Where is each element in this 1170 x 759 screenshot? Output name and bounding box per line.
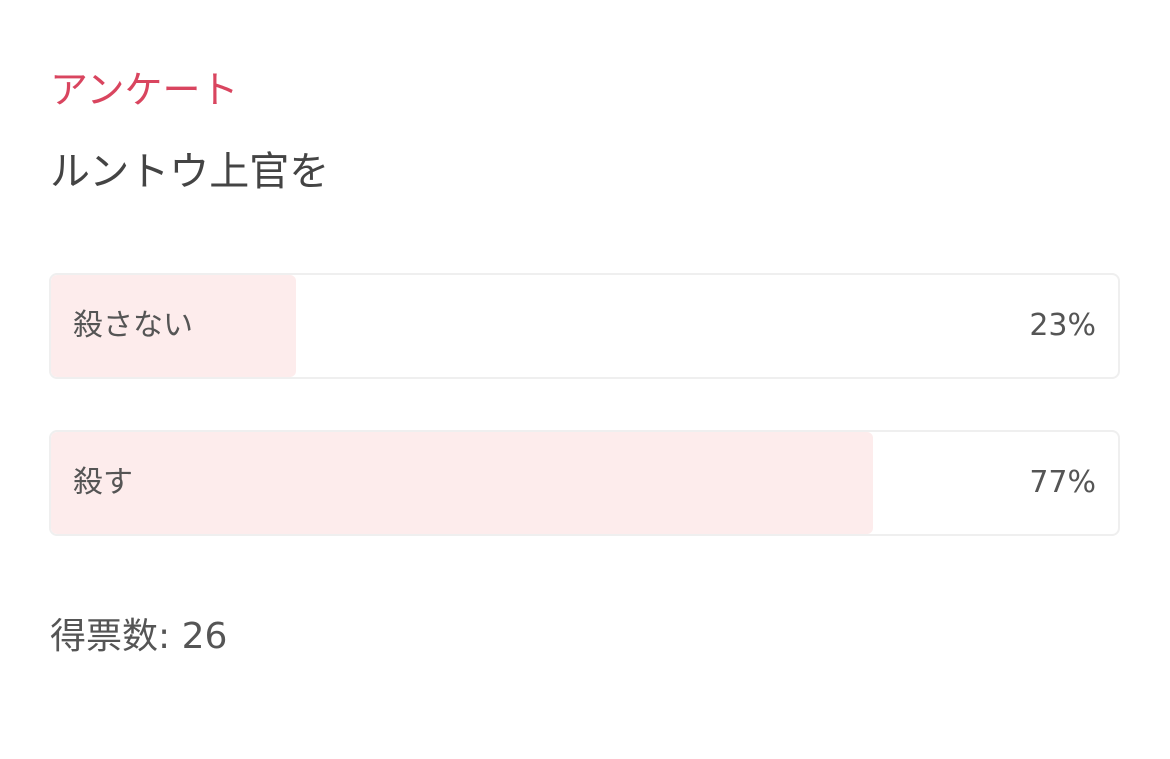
poll-option-label: 殺さない <box>73 308 193 343</box>
poll-option-fill <box>51 432 873 534</box>
poll-question: ルントウ上官を <box>50 149 330 195</box>
poll-option-percent: 77% <box>1029 465 1096 500</box>
poll-option-fill <box>51 275 297 377</box>
poll-option-percent: 23% <box>1029 308 1096 343</box>
poll-option[interactable]: 殺さない 23% <box>49 273 1120 379</box>
vote-count: 得票数: 26 <box>50 616 228 657</box>
poll-option[interactable]: 殺す 77% <box>49 430 1120 536</box>
poll-kicker: アンケート <box>50 68 239 112</box>
poll-option-label: 殺す <box>73 465 133 500</box>
